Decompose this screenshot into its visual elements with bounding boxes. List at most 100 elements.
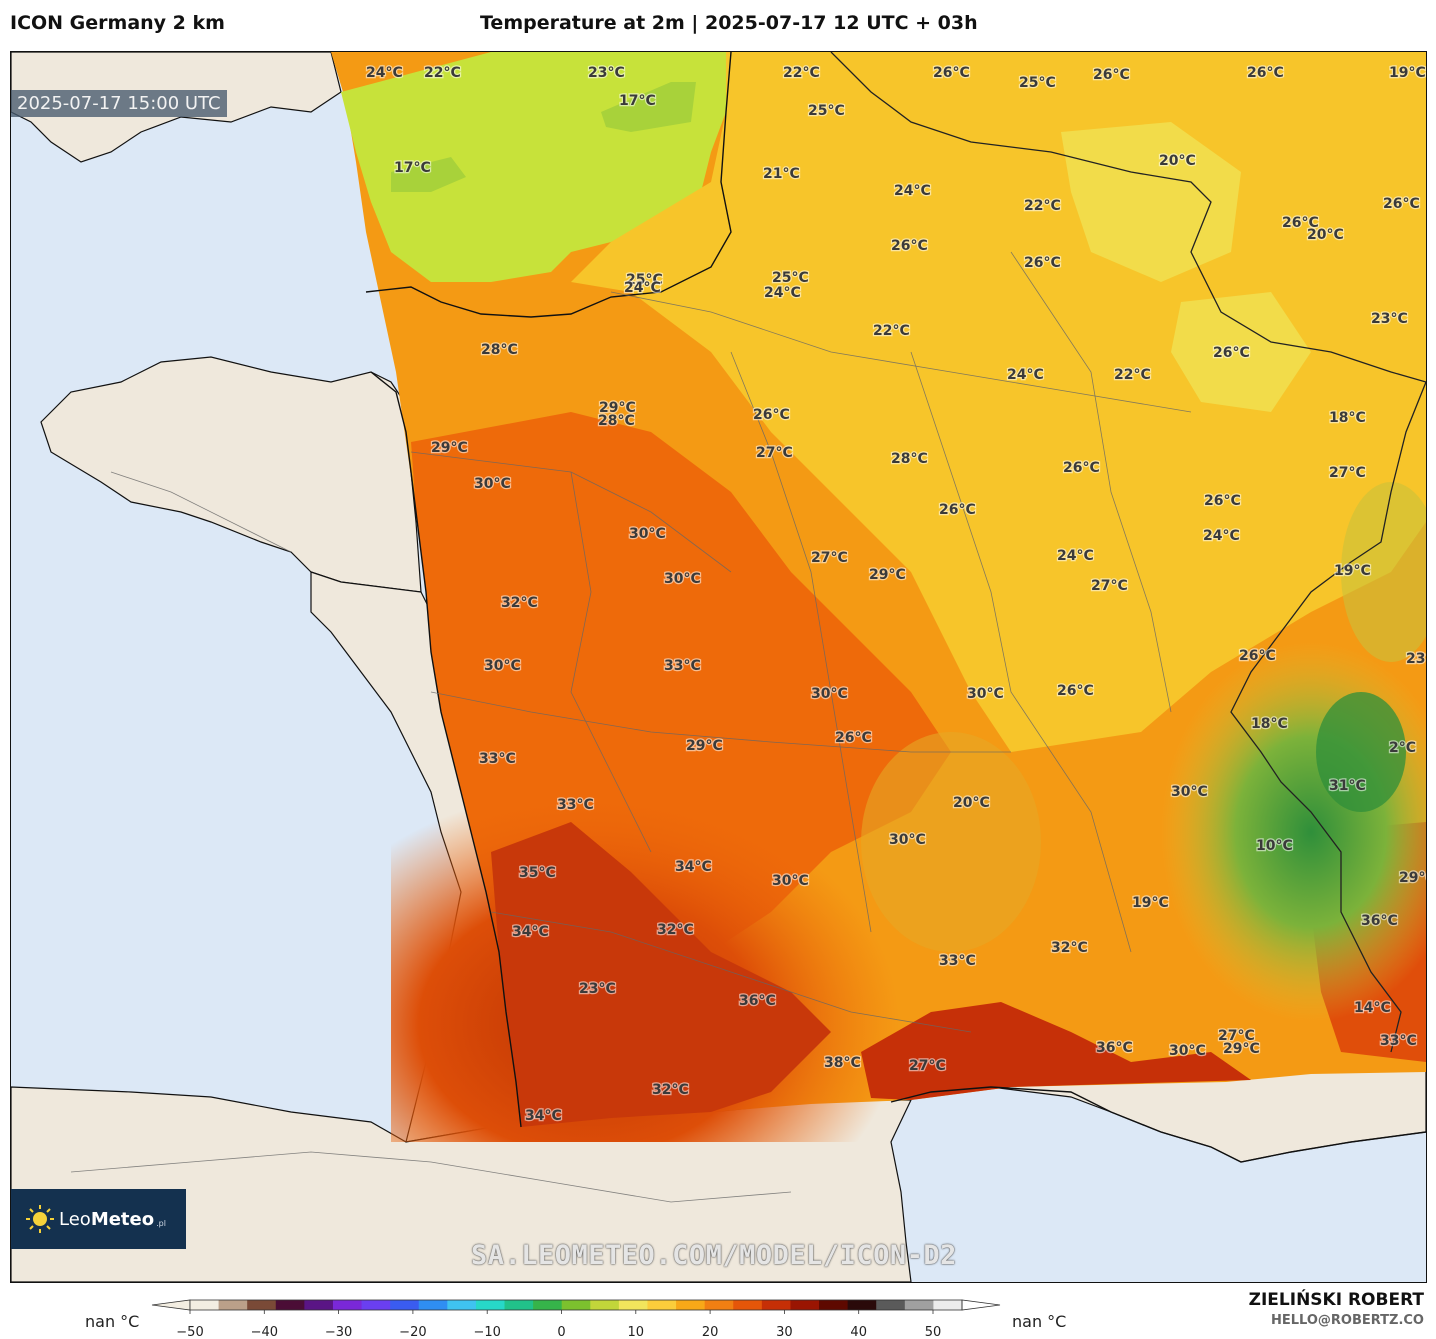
temperature-label: 21°C: [763, 166, 800, 182]
source-watermark: SA.LEOMETEO.COM/MODEL/ICON-D2: [471, 1240, 957, 1271]
cool-core: [391, 157, 466, 192]
temperature-label: 19°C: [1132, 895, 1169, 911]
temperature-label: 17°C: [619, 93, 656, 109]
colorbar-swatch: [304, 1300, 334, 1310]
temperature-label: 36°C: [1361, 913, 1398, 929]
leometeo-logo[interactable]: LeoMeteo .pl: [11, 1189, 186, 1249]
temperature-label: 32°C: [1051, 940, 1088, 956]
temperature-label: 26°C: [891, 238, 928, 254]
temperature-label: 22°C: [1114, 367, 1151, 383]
author-name: ZIELIŃSKI ROBERT: [1248, 1290, 1424, 1310]
jura-relief: [1341, 482, 1426, 662]
temperature-label: 33°C: [1380, 1033, 1417, 1049]
coastline-west: [370, 371, 522, 1128]
colorbar-outline: [189, 1299, 963, 1311]
colorbar: −50 −40 −30 −20 −10 0 10 20 30 40 50: [151, 1299, 1001, 1339]
temperature-label: 30°C: [967, 686, 1004, 702]
colorbar-swatch: [332, 1300, 363, 1310]
temperature-label: 34°C: [675, 859, 712, 875]
temperature-label: 29°C: [599, 400, 636, 416]
temperature-label: 27°C: [909, 1058, 946, 1074]
temperature-label: 25°C: [772, 270, 809, 286]
temperature-map[interactable]: 24°C 22°C 23°C 22°C 26°C 25°C 26°C 26°C 19°C 17°C…: [10, 51, 1427, 1283]
temperature-label: 10°C: [1256, 838, 1293, 854]
model-title: ICON Germany 2 km: [10, 12, 225, 34]
mild-core: [1061, 122, 1241, 282]
colorbar-swatch: [904, 1300, 934, 1310]
temperature-label: 31°C: [1329, 778, 1366, 794]
colorbar-swatch: [247, 1300, 277, 1310]
temperature-label: 30°C: [1171, 784, 1208, 800]
colorbar-swatch: [819, 1300, 849, 1310]
temperature-label: 30°C: [772, 873, 809, 889]
temperature-label: 24°C: [624, 280, 661, 296]
author-email[interactable]: HELLO@ROBERTZ.CO: [1270, 1313, 1424, 1328]
temperature-label: 22°C: [1024, 198, 1061, 214]
colorbar-swatch: [533, 1300, 563, 1310]
chart-title: Temperature at 2m | 2025-07-17 12 UTC + …: [480, 12, 978, 34]
temperature-label: 33°C: [664, 658, 701, 674]
colorbar-swatch: [218, 1300, 248, 1310]
temperature-label: 28°C: [891, 451, 928, 467]
temperature-labels: 24°C 22°C 23°C 22°C 26°C 25°C 26°C 26°C 19°C 17°C…: [365, 64, 1426, 1126]
temperature-label: 36°C: [739, 993, 776, 1009]
logo-text: LeoMeteo: [59, 1209, 154, 1230]
colorbar-swatch: [733, 1300, 763, 1310]
colorbar-swatch: [676, 1300, 706, 1310]
temperature-label: 30°C: [664, 571, 701, 587]
logo-text-bold: Meteo: [90, 1208, 155, 1230]
temperature-label: 26°C: [1282, 215, 1319, 231]
temperature-label: 20°C: [953, 795, 990, 811]
coastline-channel: [365, 52, 732, 318]
temperature-label: 14°C: [1354, 1000, 1391, 1016]
colorbar-swatch: [618, 1300, 648, 1310]
colorbar-swatch: [475, 1300, 506, 1310]
valid-time-badge: 2025-07-17 15:00 UTC: [11, 90, 227, 117]
temperature-label: 22°C: [783, 65, 820, 81]
temperature-label: 24°C: [1203, 528, 1240, 544]
cool-core-2: [601, 82, 696, 132]
temperature-label: 24°C: [764, 285, 801, 301]
temperature-label: 25°C: [808, 103, 845, 119]
colorbar-tick-label: −20: [399, 1325, 426, 1339]
colorbar-tick-label: −10: [473, 1325, 500, 1339]
temperature-label: 20°C: [1159, 153, 1196, 169]
temperature-label: 30°C: [474, 476, 511, 492]
border-northeast: [830, 52, 1426, 383]
temperature-label: 33°C: [557, 797, 594, 813]
temperature-label: 26°C: [1213, 345, 1250, 361]
colorbar-tick-label: 20: [702, 1325, 719, 1339]
temperature-label: 29°C: [431, 440, 468, 456]
temperature-label: 30°C: [629, 526, 666, 542]
temperature-label: 26°C: [1247, 65, 1284, 81]
colorbar-tick-label: 10: [628, 1325, 645, 1339]
temperature-label: 23°C: [1371, 311, 1408, 327]
temperature-label: 20°C: [1307, 227, 1344, 243]
temperature-label: 27°C: [1091, 578, 1128, 594]
sun-icon: [25, 1204, 55, 1234]
colorbar-swatch: [504, 1300, 534, 1310]
temperature-label: 30°C: [811, 686, 848, 702]
colorbar-nan-right: nan °C: [1012, 1312, 1067, 1331]
colorbar-tick-label: 40: [850, 1325, 867, 1339]
temperature-label: 30°C: [484, 658, 521, 674]
colorbar-swatch: [761, 1300, 791, 1310]
colorbar-tick-label: 50: [925, 1325, 942, 1339]
temperature-label: 28°C: [481, 342, 518, 358]
temperature-label: 25°C: [1019, 75, 1056, 91]
temperature-label: 30°C: [889, 832, 926, 848]
mild-core-2: [1171, 292, 1311, 412]
colorbar-extend-high: [961, 1299, 1001, 1311]
temperature-label: 2°C: [1389, 740, 1416, 756]
temperature-label: 19°C: [1334, 563, 1371, 579]
very-hot-zone: [491, 822, 831, 1127]
temperature-label: 18°C: [1251, 716, 1288, 732]
colorbar-swatch: [647, 1300, 677, 1310]
coastline-south: [890, 1086, 1426, 1163]
colorbar-tick-label: 0: [557, 1325, 565, 1339]
temperature-label: 26°C: [1204, 493, 1241, 509]
temperature-label: 32°C: [652, 1082, 689, 1098]
colorbar-swatch: [447, 1300, 477, 1310]
colorbar-swatch: [847, 1300, 877, 1310]
temperature-label: 24°C: [366, 65, 403, 81]
